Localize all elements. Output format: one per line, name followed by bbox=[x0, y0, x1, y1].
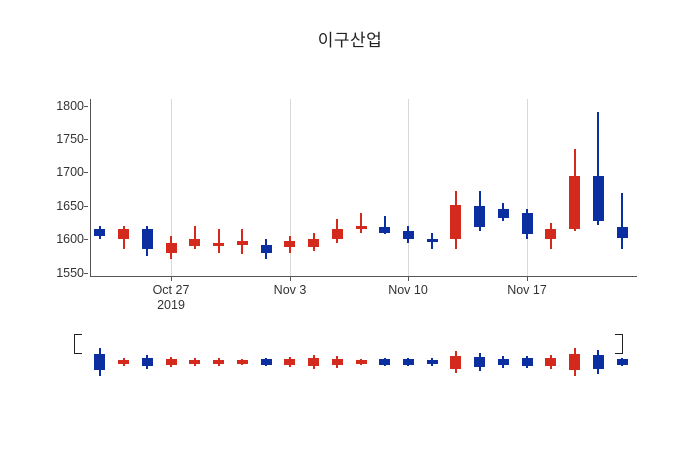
gridline-vertical bbox=[527, 99, 528, 276]
candlestick-body bbox=[569, 175, 581, 230]
volume-wick bbox=[288, 357, 291, 367]
y-axis-tick-label: 1650 bbox=[56, 198, 84, 213]
candlestick-wick bbox=[360, 212, 362, 233]
candlestick-body bbox=[331, 229, 343, 240]
volume-wick bbox=[360, 358, 362, 366]
y-axis-tick-label: 1800 bbox=[56, 98, 84, 113]
volume-wick bbox=[217, 358, 220, 366]
candlestick-body bbox=[94, 229, 106, 236]
volume-wick bbox=[454, 351, 457, 373]
x-axis-tick-label: Nov 10 bbox=[388, 283, 428, 297]
candlestick-body bbox=[616, 227, 628, 238]
y-axis-tick-label: 1700 bbox=[56, 165, 84, 180]
x-axis-tick-mark bbox=[290, 277, 291, 281]
price-candlestick-panel bbox=[90, 99, 636, 276]
gridline-vertical bbox=[408, 99, 409, 276]
volume-wick bbox=[241, 358, 244, 366]
candlestick-wick bbox=[383, 215, 386, 234]
volume-wick bbox=[122, 358, 125, 366]
candlestick-body bbox=[497, 209, 509, 218]
candlestick-wick bbox=[217, 229, 220, 253]
y-axis-tick-mark bbox=[84, 139, 88, 141]
candlestick-wick bbox=[597, 112, 600, 225]
y-axis-tick-label: 1750 bbox=[56, 132, 84, 147]
x-axis-tick-mark bbox=[408, 277, 409, 281]
x-axis-tick-marks bbox=[90, 277, 637, 282]
candlestick-body bbox=[450, 204, 462, 240]
x-axis-tick-labels: Oct 27 2019 Nov 3 Nov 10 Nov 17 bbox=[90, 283, 637, 317]
volume-wick bbox=[431, 358, 434, 366]
x-axis-tick-mark bbox=[171, 277, 172, 281]
candlestick-body bbox=[118, 229, 130, 240]
candlestick-body bbox=[213, 242, 225, 246]
candlestick-body bbox=[355, 225, 367, 230]
volume-wick bbox=[336, 356, 339, 368]
x-axis-tick-label: Nov 3 bbox=[273, 283, 307, 297]
volume-wick bbox=[146, 354, 149, 370]
candlestick-body bbox=[284, 240, 296, 248]
volume-wick bbox=[573, 348, 576, 376]
y-axis-tick-mark bbox=[84, 205, 88, 207]
candlestick-body bbox=[545, 229, 557, 240]
candlestick-body bbox=[141, 229, 153, 250]
x-axis-tick-label: Nov 17 bbox=[507, 283, 547, 297]
range-bracket-left-icon bbox=[74, 334, 82, 354]
x-axis-line bbox=[90, 276, 637, 277]
y-axis-tick-mark bbox=[84, 239, 88, 241]
y-axis-tick-mark bbox=[84, 172, 88, 174]
candlestick-wick bbox=[621, 192, 624, 250]
volume-wick bbox=[383, 357, 386, 367]
candlestick-body bbox=[426, 239, 438, 242]
volume-wick bbox=[98, 348, 101, 376]
candlestick-body bbox=[474, 205, 486, 228]
gridline-vertical bbox=[290, 99, 291, 276]
volume-wick bbox=[170, 357, 173, 367]
volume-wick bbox=[549, 355, 552, 369]
volume-panel bbox=[60, 330, 640, 380]
x-axis-tick-label: Oct 27 2019 bbox=[152, 283, 190, 312]
volume-wick bbox=[265, 357, 268, 367]
volume-wick bbox=[502, 356, 505, 368]
candlestick-body bbox=[521, 212, 533, 234]
candlestick-body bbox=[379, 227, 391, 233]
volume-wick bbox=[597, 349, 600, 375]
volume-wick bbox=[478, 353, 481, 371]
chart-title: 이구산업 bbox=[317, 31, 383, 50]
volume-wick bbox=[193, 358, 196, 366]
x-axis-tick-mark bbox=[527, 277, 528, 281]
y-axis-tick-mark bbox=[84, 272, 88, 274]
candlestick-body bbox=[402, 231, 414, 240]
volume-wick bbox=[312, 355, 315, 369]
y-axis-line bbox=[90, 99, 91, 276]
volume-wick bbox=[526, 355, 529, 369]
y-axis-tick-mark bbox=[84, 105, 88, 107]
candlestick-wick bbox=[193, 225, 196, 250]
candlestick-body bbox=[592, 175, 604, 221]
range-bracket-right-icon bbox=[615, 334, 623, 354]
candlestick-body bbox=[189, 239, 201, 246]
volume-wick bbox=[407, 357, 410, 367]
volume-wick bbox=[621, 357, 624, 367]
candlestick-body bbox=[165, 242, 177, 253]
candlestick-body bbox=[308, 239, 320, 248]
y-axis-tick-label: 1600 bbox=[56, 232, 84, 247]
y-axis-tick-label: 1550 bbox=[56, 265, 84, 280]
y-axis-tick-labels: 1550 1600 1650 1700 1750 1800 bbox=[38, 98, 88, 280]
candlestick-body bbox=[236, 240, 248, 245]
candlestick-body bbox=[260, 244, 272, 253]
gridline-vertical bbox=[171, 99, 172, 276]
